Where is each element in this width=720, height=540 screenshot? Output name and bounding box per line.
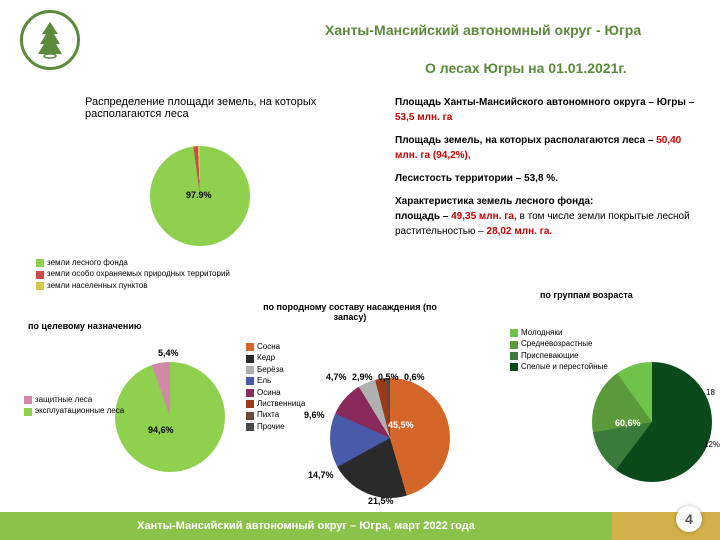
legend-item: эксплуатационные леса xyxy=(24,406,124,416)
legend-text: Лиственница xyxy=(257,399,305,409)
pie-species-chart xyxy=(330,378,450,498)
fact-3a: Лесистость территории – xyxy=(395,173,524,184)
legend-text: Ель xyxy=(257,376,271,386)
legend-item: Ель xyxy=(246,376,305,386)
pie-species-chart-label-7: 0,6% xyxy=(404,372,425,382)
legend-item: Спелые и перестойные xyxy=(510,362,608,372)
legend-swatch xyxy=(246,389,254,397)
footer: Ханты-Мансийский автономный округ – Югра… xyxy=(0,512,720,540)
legend-text: Молодняки xyxy=(521,328,562,338)
header-title: Ханты-Мансийский автономный округ - Югра xyxy=(325,22,641,38)
legend-text: земли лесного фонда xyxy=(47,258,128,268)
legend-text: Средневозрастные xyxy=(521,339,592,349)
legend-text: Осина xyxy=(257,388,281,398)
legend-swatch xyxy=(36,271,44,279)
fact-1b: 53,5 млн. га xyxy=(395,112,452,123)
facts-block: Площадь Ханты-Мансийского автономного ок… xyxy=(395,95,695,247)
pie-land-chart-legend: земли лесного фондаземли особо охраняемы… xyxy=(36,258,230,292)
pie-species-chart-label-0: 45,5% xyxy=(388,420,414,430)
legend-item: Прочие xyxy=(246,422,305,432)
caption-age: по группам возраста xyxy=(540,290,633,300)
pie-species-chart-label-5: 2,9% xyxy=(352,372,373,382)
pie-purpose-chart-label-1: 5,4% xyxy=(158,348,179,358)
subtitle: О лесах Югры на 01.01.2021г. xyxy=(425,60,627,76)
legend-item: защитные леса xyxy=(24,395,124,405)
pie-age-chart-ext-0: 18 xyxy=(706,388,715,397)
pie-age-chart xyxy=(592,362,712,482)
legend-swatch xyxy=(510,341,518,349)
fact-3b: 53,8 %. xyxy=(524,173,558,184)
page-number: 4 xyxy=(676,506,702,532)
fact-4c: 49,35 млн. га, xyxy=(451,211,517,222)
legend-text: Пихта xyxy=(257,410,279,420)
legend-swatch xyxy=(246,343,254,351)
legend-text: Сосна xyxy=(257,342,280,352)
pie-species-chart-label-6: 0,5% xyxy=(378,372,399,382)
distribution-title: Распределение площади земель, на которых… xyxy=(85,96,345,120)
legend-text: Прочие xyxy=(257,422,285,432)
legend-item: Средневозрастные xyxy=(510,339,608,349)
pie-purpose-chart-legend: защитные лесаэксплуатационные леса xyxy=(24,395,124,418)
footer-text: Ханты-Мансийский автономный округ – Югра… xyxy=(0,512,612,540)
fact-2a: Площадь земель, на которых располагаются… xyxy=(395,135,656,146)
pie-species-chart-label-2: 14,7% xyxy=(308,470,334,480)
legend-item: Пихта xyxy=(246,410,305,420)
legend-item: земли населенных пунктов xyxy=(36,281,230,291)
pie-species-chart-legend: СоснаКедр БерёзаЕль ОсинаЛиственницаПихта П… xyxy=(246,342,305,433)
legend-swatch xyxy=(246,377,254,385)
legend-item: Берёза xyxy=(246,365,305,375)
legend-swatch xyxy=(246,412,254,420)
legend-item: Приспевающие xyxy=(510,351,608,361)
legend-swatch xyxy=(246,423,254,431)
caption-purpose: по целевому назначению xyxy=(28,321,142,331)
legend-swatch xyxy=(36,259,44,267)
fact-4a: Характеристика земель лесного фонда: xyxy=(395,196,593,207)
legend-text: защитные леса xyxy=(35,395,92,405)
fact-4e: 28,02 млн. га. xyxy=(487,226,553,237)
legend-swatch xyxy=(246,400,254,408)
legend-text: Кедр xyxy=(257,353,275,363)
legend-swatch xyxy=(510,329,518,337)
logo xyxy=(20,10,80,70)
pie-purpose-chart-label-0: 94,6% xyxy=(148,425,174,435)
legend-text: Берёза xyxy=(257,365,284,375)
legend-item: Осина xyxy=(246,388,305,398)
legend-item: земли лесного фонда xyxy=(36,258,230,268)
legend-text: земли населенных пунктов xyxy=(47,281,147,291)
fact-1a: Площадь Ханты-Мансийского автономного ок… xyxy=(395,97,694,108)
legend-swatch xyxy=(24,408,32,416)
pie-purpose-chart xyxy=(115,362,225,472)
legend-swatch xyxy=(246,355,254,363)
legend-item: Лиственница xyxy=(246,399,305,409)
legend-text: Спелые и перестойные xyxy=(521,362,608,372)
pie-age-chart-label-0: 60,6% xyxy=(615,418,641,428)
pie-age-chart-ext-1: 12% xyxy=(704,440,720,449)
legend-swatch xyxy=(246,366,254,374)
legend-item: земли особо охраняемых природных террито… xyxy=(36,269,230,279)
legend-text: Приспевающие xyxy=(521,351,579,361)
footer-accent xyxy=(612,512,720,540)
pie-species-chart-label-1: 21,5% xyxy=(368,496,394,506)
fact-4b: площадь – xyxy=(395,211,451,222)
pie-species-chart-label-3: 9,6% xyxy=(304,410,325,420)
legend-item: Сосна xyxy=(246,342,305,352)
caption-species: по породному составу насаждения (по запа… xyxy=(250,302,450,322)
pie-age-chart-legend: МолоднякиСредневозрастные ПриспевающиеСпе… xyxy=(510,328,608,374)
legend-swatch xyxy=(510,352,518,360)
legend-text: эксплуатационные леса xyxy=(35,406,124,416)
legend-swatch xyxy=(36,282,44,290)
pie-species-chart-label-4: 4,7% xyxy=(326,372,347,382)
legend-text: земли особо охраняемых природных террито… xyxy=(47,269,230,279)
legend-swatch xyxy=(24,396,32,404)
pie-age-chart-label-1: 9,9% xyxy=(660,342,681,352)
legend-item: Кедр xyxy=(246,353,305,363)
legend-item: Молодняки xyxy=(510,328,608,338)
pie-land-chart-center-label: 97.9% xyxy=(186,190,212,200)
legend-swatch xyxy=(510,363,518,371)
